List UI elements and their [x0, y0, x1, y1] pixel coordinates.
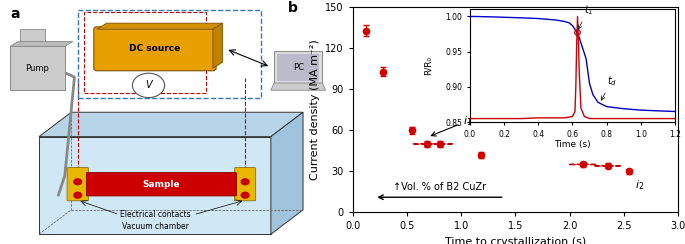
Circle shape [241, 192, 249, 198]
Polygon shape [39, 137, 271, 234]
Circle shape [74, 179, 82, 185]
Polygon shape [213, 23, 223, 68]
Polygon shape [271, 112, 303, 234]
FancyBboxPatch shape [94, 27, 216, 71]
Text: ↑Vol. % of B2 CuZr: ↑Vol. % of B2 CuZr [393, 182, 486, 192]
Text: Electrical contacts: Electrical contacts [120, 210, 190, 219]
Polygon shape [39, 112, 303, 137]
Polygon shape [97, 23, 223, 29]
Y-axis label: Current density (MA m⁻²): Current density (MA m⁻²) [310, 40, 320, 180]
Polygon shape [10, 41, 73, 46]
Polygon shape [277, 54, 319, 81]
Polygon shape [271, 83, 325, 90]
Text: Vacuum chamber: Vacuum chamber [121, 223, 188, 231]
Polygon shape [20, 29, 45, 41]
Text: $i_1$: $i_1$ [432, 114, 473, 136]
FancyBboxPatch shape [67, 168, 88, 201]
Text: b: b [288, 1, 297, 15]
Circle shape [241, 179, 249, 185]
FancyBboxPatch shape [234, 168, 256, 201]
Text: DC source: DC source [129, 44, 181, 53]
Text: $i_2$: $i_2$ [635, 178, 644, 192]
Text: V: V [145, 81, 152, 90]
Text: a: a [10, 7, 20, 21]
Polygon shape [274, 51, 323, 83]
Circle shape [132, 73, 164, 98]
Circle shape [74, 192, 82, 198]
Text: Pump: Pump [25, 64, 49, 73]
X-axis label: Time to crystallization (s): Time to crystallization (s) [445, 237, 586, 244]
FancyBboxPatch shape [86, 173, 236, 196]
Polygon shape [10, 46, 65, 90]
Text: PC: PC [292, 63, 303, 71]
Text: Sample: Sample [142, 180, 180, 189]
